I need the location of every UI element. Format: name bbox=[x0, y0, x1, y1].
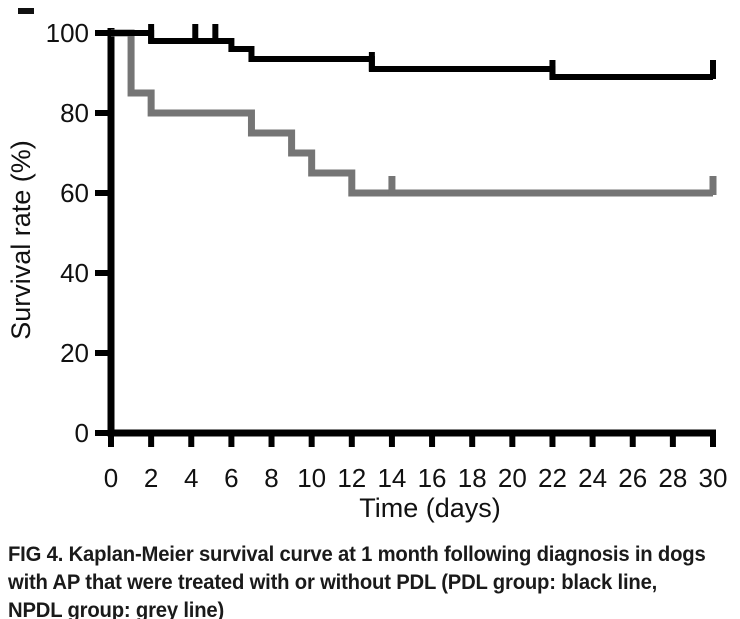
y-axis-label: Survival rate (%) bbox=[6, 140, 36, 340]
x-tick-label: 20 bbox=[498, 463, 527, 493]
survival-curve-pdl-group bbox=[111, 30, 713, 80]
x-tick-label: 10 bbox=[297, 463, 326, 493]
figure-caption: FIG 4. Kaplan-Meier survival curve at 1 … bbox=[8, 541, 712, 619]
page-corner-mark bbox=[18, 8, 34, 14]
y-tick-label: 40 bbox=[60, 258, 89, 288]
x-tick-label: 12 bbox=[337, 463, 366, 493]
x-tick-label: 24 bbox=[578, 463, 607, 493]
x-tick-label: 28 bbox=[658, 463, 687, 493]
x-tick-label: 16 bbox=[418, 463, 447, 493]
x-tick-label: 22 bbox=[538, 463, 567, 493]
x-tick-label: 18 bbox=[458, 463, 487, 493]
x-tick-label: 4 bbox=[184, 463, 198, 493]
x-tick-label: 26 bbox=[618, 463, 647, 493]
caption-line-2: with AP that were treated with or withou… bbox=[8, 571, 658, 594]
y-tick-label: 80 bbox=[60, 98, 89, 128]
y-tick-label: 20 bbox=[60, 338, 89, 368]
y-tick-label: 100 bbox=[46, 18, 89, 48]
caption-line-1: FIG 4. Kaplan-Meier survival curve at 1 … bbox=[8, 543, 706, 566]
y-tick-label: 0 bbox=[75, 418, 89, 448]
x-tick-label: 0 bbox=[104, 463, 118, 493]
x-axis-label: Time (days) bbox=[359, 493, 501, 523]
caption-line-3: NPDL group: grey line) bbox=[8, 599, 225, 619]
x-tick-label: 8 bbox=[264, 463, 278, 493]
survival-curve-npdl-group bbox=[111, 29, 713, 197]
x-tick-label: 6 bbox=[224, 463, 238, 493]
x-tick-label: 2 bbox=[144, 463, 158, 493]
x-tick-label: 14 bbox=[377, 463, 406, 493]
x-tick-label: 30 bbox=[699, 463, 728, 493]
y-tick-label: 60 bbox=[60, 178, 89, 208]
